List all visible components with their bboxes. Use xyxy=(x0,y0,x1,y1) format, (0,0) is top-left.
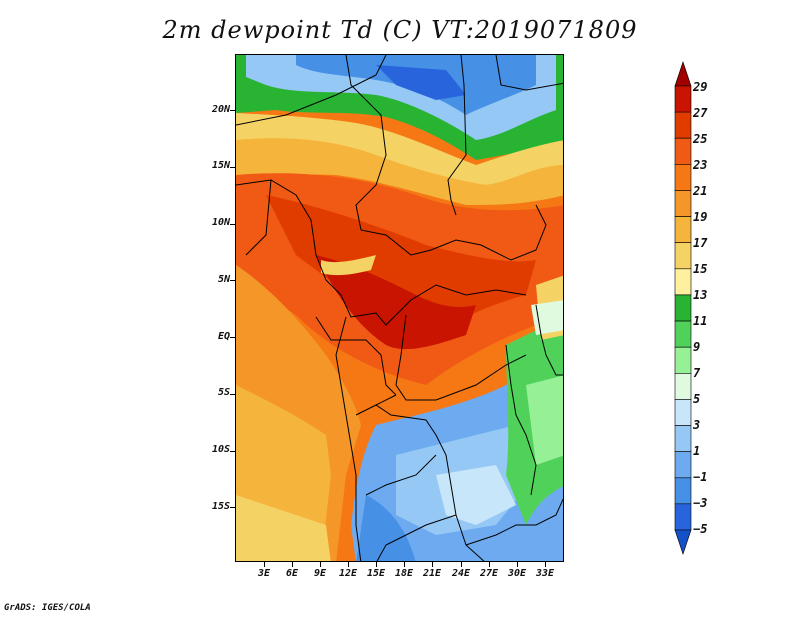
colorbar-swatch xyxy=(674,451,692,479)
lat-label-15n: 15N xyxy=(211,160,230,171)
lon-tick xyxy=(376,562,377,567)
lon-tick xyxy=(489,562,490,567)
colorbar-label-19: 19 xyxy=(693,210,708,224)
colorbar-swatch xyxy=(674,85,692,113)
colorbar-label-5: 5 xyxy=(693,392,701,406)
lat-label-5n: 5N xyxy=(217,274,230,285)
colorbar-label-17: 17 xyxy=(693,236,708,250)
colorbar-swatch xyxy=(674,216,692,244)
lon-label-12e: 12E xyxy=(338,568,358,579)
colorbar-label-23: 23 xyxy=(693,158,708,172)
lat-tick xyxy=(230,451,235,452)
lat-tick xyxy=(230,280,235,281)
colorbar xyxy=(674,61,692,555)
grads-credit: GrADS: IGES/COLA xyxy=(4,603,91,613)
lat-tick xyxy=(230,394,235,395)
map-fields xyxy=(236,55,563,561)
colorbar-label-11: 11 xyxy=(693,314,708,328)
lon-tick xyxy=(292,562,293,567)
lon-label-21e: 21E xyxy=(422,568,442,579)
colorbar-label-1: 1 xyxy=(693,444,701,458)
colorbar-swatch xyxy=(674,294,692,322)
colorbar-label-13: 13 xyxy=(693,288,708,302)
lat-label-20n: 20N xyxy=(211,104,230,115)
lon-tick xyxy=(432,562,433,567)
colorbar-label-27: 27 xyxy=(693,106,708,120)
colorbar-swatch xyxy=(674,320,692,348)
colorbar-swatch xyxy=(674,346,692,374)
colorbar-swatch xyxy=(674,242,692,270)
colorbar-label-15: 15 xyxy=(693,262,708,276)
lat-label-eq: EQ xyxy=(217,331,230,342)
lon-label-24e: 24E xyxy=(451,568,471,579)
colorbar-label-29: 29 xyxy=(693,80,708,94)
colorbar-label-neg5: −5 xyxy=(693,522,708,536)
colorbar-swatch xyxy=(674,399,692,426)
colorbar-swatch xyxy=(674,190,692,217)
lon-tick xyxy=(517,562,518,567)
colorbar-swatch xyxy=(674,503,692,531)
colorbar-label-9: 9 xyxy=(693,340,701,354)
lat-tick xyxy=(230,224,235,225)
colorbar-swatch xyxy=(674,164,692,191)
lat-tick xyxy=(230,167,235,168)
colorbar-swatch xyxy=(674,268,692,296)
lon-label-30e: 30E xyxy=(507,568,527,579)
lon-label-33e: 33E xyxy=(535,568,555,579)
lon-tick xyxy=(348,562,349,567)
colorbar-label-7: 7 xyxy=(693,366,701,380)
lon-label-9e: 9E xyxy=(313,568,327,579)
lon-tick xyxy=(404,562,405,567)
lat-tick xyxy=(230,110,235,111)
map-plot xyxy=(235,54,564,562)
colorbar-swatch xyxy=(674,477,692,505)
colorbar-swatch xyxy=(674,61,692,87)
lon-label-18e: 18E xyxy=(394,568,414,579)
lat-label-10s: 10S xyxy=(211,444,230,455)
lon-tick xyxy=(545,562,546,567)
lat-label-10n: 10N xyxy=(211,217,230,228)
chart-title: 2m dewpoint Td (C) VT:2019071809 xyxy=(162,16,638,44)
lon-label-27e: 27E xyxy=(479,568,499,579)
colorbar-swatch xyxy=(674,111,692,139)
colorbar-label-neg3: −3 xyxy=(693,496,708,510)
colorbar-swatch xyxy=(674,425,692,452)
colorbar-label-25: 25 xyxy=(693,132,708,146)
lon-label-3e: 3E xyxy=(257,568,271,579)
lon-tick xyxy=(461,562,462,567)
lon-label-6e: 6E xyxy=(285,568,299,579)
lon-tick xyxy=(264,562,265,567)
lat-tick xyxy=(230,337,235,338)
colorbar-swatch xyxy=(674,529,692,555)
lat-tick xyxy=(230,507,235,508)
lon-tick xyxy=(320,562,321,567)
colorbar-swatch xyxy=(674,137,692,165)
colorbar-swatch xyxy=(674,372,692,400)
colorbar-label-3: 3 xyxy=(693,418,701,432)
colorbar-label-neg1: −1 xyxy=(693,470,708,484)
colorbar-label-21: 21 xyxy=(693,184,708,198)
lat-label-5s: 5S xyxy=(217,387,230,398)
lon-label-15e: 15E xyxy=(366,568,386,579)
lat-label-15s: 15S xyxy=(211,501,230,512)
